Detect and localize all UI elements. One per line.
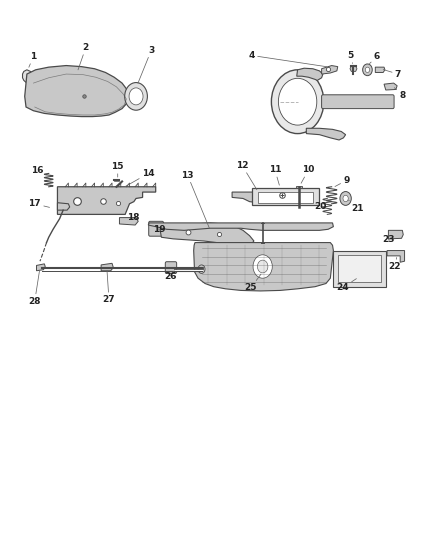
FancyBboxPatch shape bbox=[165, 262, 177, 273]
Text: 16: 16 bbox=[31, 166, 46, 175]
Circle shape bbox=[272, 70, 324, 134]
Bar bbox=[258, 192, 313, 203]
Text: 27: 27 bbox=[102, 270, 115, 304]
Circle shape bbox=[340, 191, 351, 205]
Bar bbox=[338, 255, 381, 282]
Circle shape bbox=[125, 83, 148, 110]
Text: 20: 20 bbox=[314, 203, 327, 212]
Text: 23: 23 bbox=[382, 236, 395, 245]
Circle shape bbox=[279, 78, 317, 125]
Circle shape bbox=[363, 64, 372, 76]
Bar bbox=[333, 251, 386, 287]
Text: 9: 9 bbox=[335, 176, 350, 187]
Text: 21: 21 bbox=[349, 200, 364, 213]
Polygon shape bbox=[252, 188, 318, 205]
FancyBboxPatch shape bbox=[149, 221, 163, 236]
Polygon shape bbox=[120, 217, 138, 225]
Polygon shape bbox=[321, 66, 338, 74]
Circle shape bbox=[343, 195, 348, 201]
Polygon shape bbox=[148, 223, 333, 230]
Text: 22: 22 bbox=[389, 257, 401, 271]
Text: 13: 13 bbox=[181, 171, 209, 228]
Text: 14: 14 bbox=[125, 169, 155, 187]
Text: 10: 10 bbox=[301, 165, 314, 183]
Text: 8: 8 bbox=[394, 87, 406, 100]
Text: 11: 11 bbox=[268, 165, 281, 185]
Text: 26: 26 bbox=[164, 271, 177, 280]
Polygon shape bbox=[306, 128, 346, 140]
Polygon shape bbox=[296, 185, 301, 188]
Polygon shape bbox=[350, 66, 357, 71]
Polygon shape bbox=[389, 230, 403, 239]
FancyBboxPatch shape bbox=[321, 95, 394, 109]
Circle shape bbox=[258, 260, 268, 273]
Polygon shape bbox=[57, 203, 70, 210]
Text: 2: 2 bbox=[78, 43, 89, 70]
Text: 1: 1 bbox=[29, 52, 36, 67]
Text: 15: 15 bbox=[111, 162, 124, 177]
Text: 4: 4 bbox=[248, 51, 327, 67]
Text: 3: 3 bbox=[138, 46, 155, 83]
Polygon shape bbox=[194, 243, 333, 291]
Circle shape bbox=[129, 88, 143, 105]
Circle shape bbox=[365, 67, 370, 72]
Polygon shape bbox=[22, 70, 32, 83]
Circle shape bbox=[198, 265, 205, 273]
Text: 18: 18 bbox=[127, 213, 139, 222]
Polygon shape bbox=[232, 192, 319, 204]
Circle shape bbox=[253, 255, 272, 278]
Polygon shape bbox=[101, 263, 113, 271]
Text: 17: 17 bbox=[28, 199, 49, 208]
Text: 6: 6 bbox=[370, 52, 380, 63]
Polygon shape bbox=[160, 223, 254, 245]
Polygon shape bbox=[25, 66, 130, 117]
Text: 19: 19 bbox=[153, 225, 166, 234]
Polygon shape bbox=[387, 251, 405, 262]
Text: 5: 5 bbox=[347, 51, 353, 63]
Polygon shape bbox=[375, 67, 385, 72]
Polygon shape bbox=[384, 83, 397, 90]
Text: 7: 7 bbox=[383, 69, 401, 78]
Text: 25: 25 bbox=[244, 274, 261, 292]
Polygon shape bbox=[36, 264, 45, 271]
Polygon shape bbox=[57, 187, 155, 214]
Text: 28: 28 bbox=[28, 270, 41, 305]
Text: 24: 24 bbox=[336, 279, 357, 292]
Text: 12: 12 bbox=[236, 161, 257, 190]
Polygon shape bbox=[297, 68, 323, 80]
